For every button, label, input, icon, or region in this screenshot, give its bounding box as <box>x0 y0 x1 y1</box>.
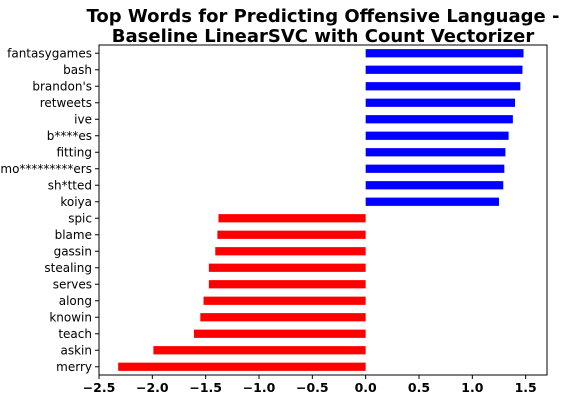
y-tick-label: askin <box>61 343 93 357</box>
y-tick-label: merry <box>56 360 92 374</box>
bar-blame <box>217 230 366 239</box>
y-tick-label: blame <box>55 228 92 242</box>
y-tick-label: koiya <box>60 195 92 209</box>
x-tick-label: 0.5 <box>408 380 430 395</box>
x-tick-label: −2.0 <box>136 380 169 395</box>
bar-b-es <box>365 131 509 140</box>
bar-brandon-s <box>365 82 521 91</box>
y-axis: fantasygames bash brandon's retweets ive b***… <box>0 46 99 374</box>
x-tick-label: −1.0 <box>243 380 276 395</box>
chart-title: Top Words for Predicting Offensive Langu… <box>87 6 560 47</box>
y-tick-label: gassin <box>54 244 92 258</box>
y-tick-label: sh*tted <box>48 178 92 192</box>
y-tick-label: brandon's <box>32 79 92 93</box>
y-tick-label: teach <box>58 327 92 341</box>
bar-spic <box>218 214 366 223</box>
y-tick-label: serves <box>53 277 92 291</box>
x-tick-label: −1.5 <box>189 380 222 395</box>
bar-serves <box>208 280 366 289</box>
bar-askin <box>153 346 366 355</box>
bar-bash <box>365 65 523 74</box>
bar-fantasygames <box>365 49 524 58</box>
chart-title-line: Baseline LinearSVC with Count Vectorizer <box>112 26 535 47</box>
y-tick-label: along <box>59 294 92 308</box>
x-tick-label: 1.5 <box>515 380 537 395</box>
bar-gassin <box>215 247 366 256</box>
plot-frame <box>98 44 548 376</box>
y-tick-label: fitting <box>56 145 92 159</box>
bar-fitting <box>365 148 506 157</box>
bar-teach <box>193 329 366 338</box>
y-tick-label: fantasygames <box>7 46 92 60</box>
chart-title-line: Top Words for Predicting Offensive Langu… <box>87 6 560 27</box>
bar-stealing <box>208 263 366 272</box>
y-tick-label: mo*********ers <box>0 162 92 176</box>
bars <box>118 49 524 371</box>
x-axis: −2.5 −2.0 −1.5 −1.0 −0.5 0.0 0.5 1.0 1.5 <box>83 375 537 395</box>
y-tick-label: knowin <box>49 310 92 324</box>
y-tick-label: spic <box>68 211 92 225</box>
y-tick-label: b****es <box>47 129 92 143</box>
bar-mo-ers <box>365 164 505 173</box>
x-tick-label: 1.0 <box>461 380 483 395</box>
x-tick-label: 0.0 <box>355 380 377 395</box>
bar-knowin <box>200 313 366 322</box>
x-tick-label: −2.5 <box>83 380 116 395</box>
bar-sh-tted <box>365 181 504 190</box>
y-tick-label: ive <box>74 112 92 126</box>
bar-along <box>203 296 366 305</box>
x-tick-label: −0.5 <box>296 380 329 395</box>
y-tick-label: stealing <box>44 261 92 275</box>
y-tick-label: retweets <box>40 96 92 110</box>
y-tick-label: bash <box>63 63 92 77</box>
bar-ive <box>365 115 513 124</box>
bar-retweets <box>365 98 515 107</box>
bar-koiya <box>365 197 499 206</box>
bar-merry <box>118 362 366 371</box>
